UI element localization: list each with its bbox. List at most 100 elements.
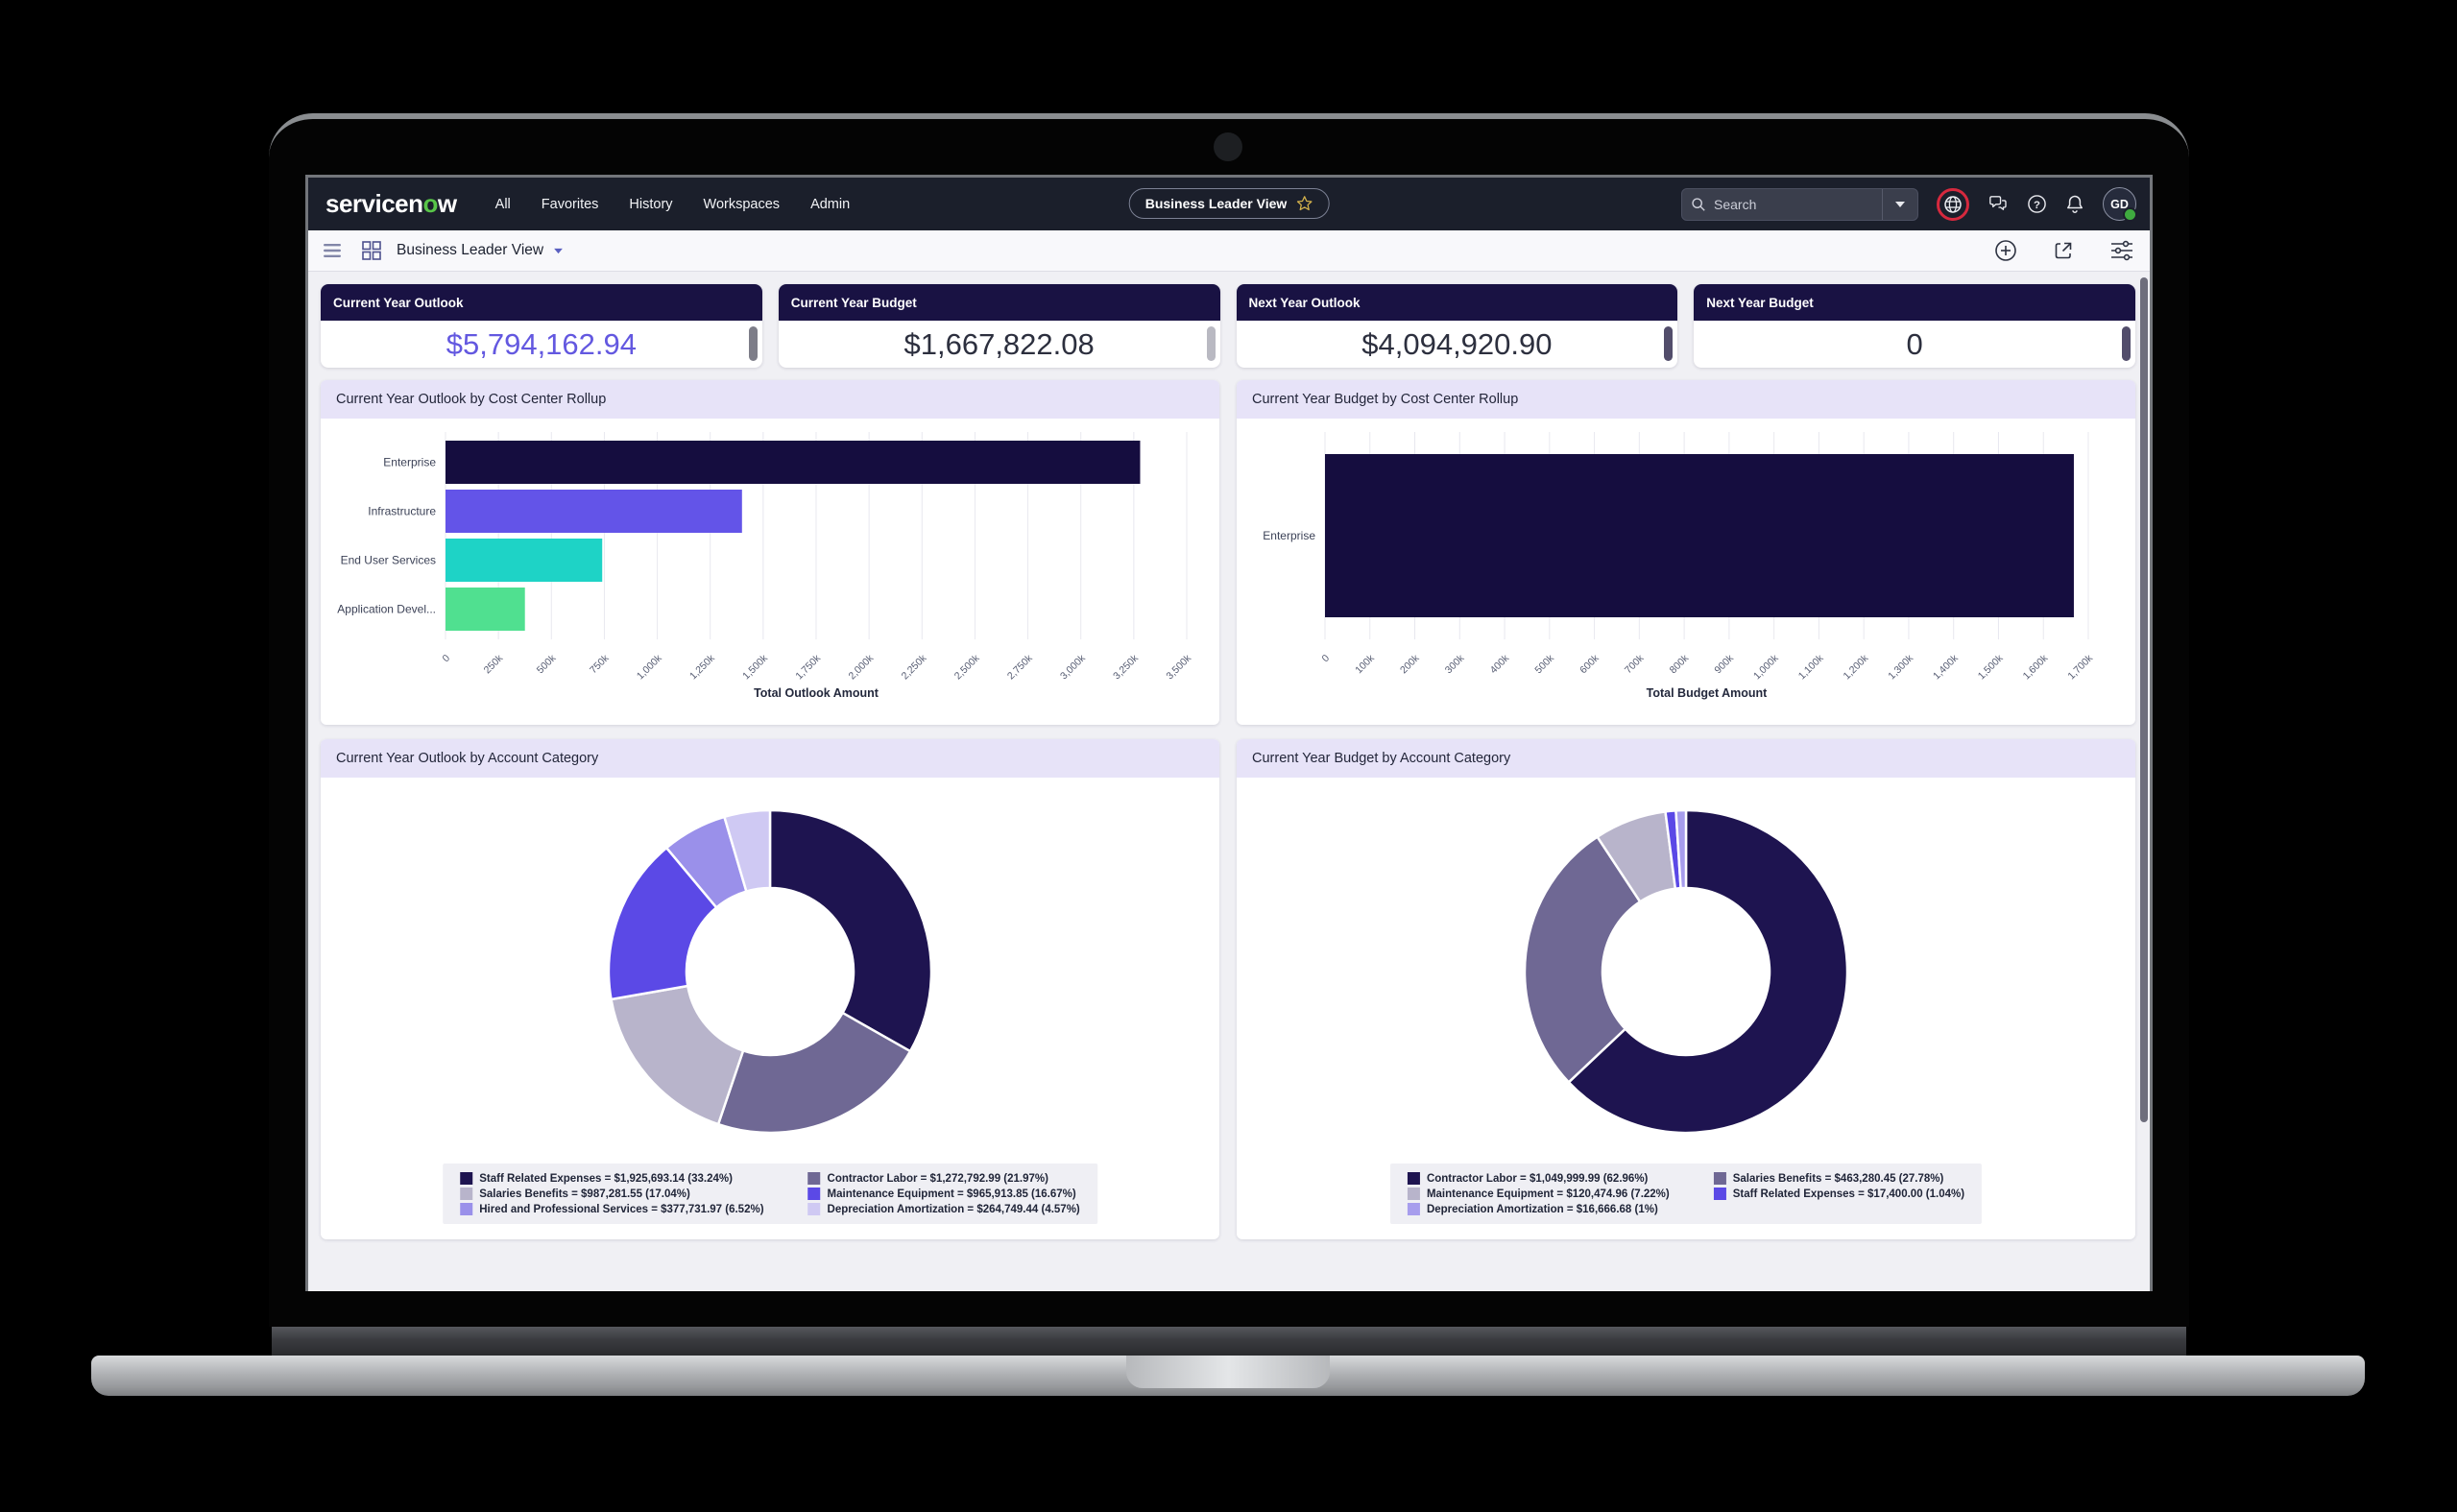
legend-label: Maintenance Equipment = $120,474.96 (7.2… bbox=[1426, 1188, 1670, 1200]
legend-item[interactable]: Maintenance Equipment = $965,913.85 (16.… bbox=[807, 1188, 1080, 1200]
svg-text:900k: 900k bbox=[1712, 652, 1736, 676]
donut-slice-depreciation-amortization[interactable] bbox=[1674, 808, 1688, 890]
legend-label: Contractor Labor = $1,049,999.99 (62.96%… bbox=[1426, 1172, 1649, 1185]
svg-text:400k: 400k bbox=[1488, 652, 1512, 676]
donut-chart-budget: Contractor Labor = $1,049,999.99 (62.96%… bbox=[1237, 778, 2135, 1239]
favorite-view-label: Business Leader View bbox=[1144, 196, 1288, 211]
svg-text:200k: 200k bbox=[1398, 652, 1422, 676]
svg-text:1,000k: 1,000k bbox=[635, 652, 664, 682]
nav-item-admin[interactable]: Admin bbox=[810, 196, 851, 212]
webcam-dot bbox=[1214, 132, 1242, 161]
dashboard-picker-caret-icon[interactable] bbox=[553, 248, 564, 254]
legend-item[interactable]: Contractor Labor = $1,049,999.99 (62.96%… bbox=[1407, 1172, 1670, 1185]
svg-text:750k: 750k bbox=[588, 652, 612, 676]
menu-icon[interactable] bbox=[324, 243, 343, 258]
kpi-title: Next Year Outlook bbox=[1248, 295, 1361, 310]
add-widget-icon[interactable] bbox=[1994, 239, 2017, 262]
donut-chart bbox=[1521, 806, 1851, 1141]
notifications-bell-icon[interactable] bbox=[2065, 194, 2084, 215]
donut-slice-contractor-labor[interactable] bbox=[1567, 808, 1849, 1135]
bar-application-devel-[interactable] bbox=[446, 588, 525, 631]
share-export-icon[interactable] bbox=[2052, 239, 2075, 262]
scrollbar-thumb[interactable] bbox=[1664, 326, 1674, 361]
filter-sliders-icon[interactable] bbox=[2109, 240, 2134, 261]
donut-slice-depreciation-amortization[interactable] bbox=[723, 808, 772, 893]
panel-budget-by-cost-center: Current Year Budget by Cost Center Rollu… bbox=[1237, 380, 2135, 725]
legend-swatch bbox=[1713, 1188, 1726, 1200]
svg-text:1,500k: 1,500k bbox=[1976, 652, 2006, 682]
search-input[interactable]: Search bbox=[1681, 187, 1918, 221]
legend-item[interactable]: Salaries Benefits = $463,280.45 (27.78%) bbox=[1713, 1172, 1964, 1185]
bar-end-user-services[interactable] bbox=[446, 539, 603, 582]
bar-chart-svg: 0 100k 200k 300k 400k 500k 600k 700k 800k 900k 1,0… bbox=[1263, 432, 2096, 700]
legend-item[interactable]: Hired and Professional Services = $377,7… bbox=[460, 1203, 764, 1215]
legend-item[interactable]: Salaries Benefits = $987,281.55 (17.04%) bbox=[460, 1188, 763, 1200]
svg-text:0: 0 bbox=[1320, 653, 1333, 665]
legend-label: Staff Related Expenses = $1,925,693.14 (… bbox=[479, 1172, 733, 1185]
donut-chart bbox=[605, 806, 935, 1141]
kpi-card-header: Current Year Outlook bbox=[321, 284, 762, 321]
dashboard-grid-icon[interactable] bbox=[362, 241, 381, 260]
legend-item[interactable]: Contractor Labor = $1,272,792.99 (21.97%… bbox=[807, 1172, 1080, 1185]
chat-icon[interactable] bbox=[1987, 195, 2009, 214]
legend-item[interactable]: Maintenance Equipment = $120,474.96 (7.2… bbox=[1407, 1188, 1670, 1200]
kpi-value: $5,794,162.94 bbox=[446, 326, 637, 361]
scrollbar-thumb[interactable] bbox=[748, 326, 758, 361]
legend-item[interactable]: Staff Related Expenses = $1,925,693.14 (… bbox=[460, 1172, 763, 1185]
bar-enterprise[interactable] bbox=[446, 441, 1141, 484]
legend-swatch bbox=[460, 1203, 473, 1215]
legend-item[interactable]: Depreciation Amortization = $264,749.44 … bbox=[807, 1203, 1080, 1215]
donut-slice-contractor-labor[interactable] bbox=[716, 1011, 912, 1135]
star-icon[interactable] bbox=[1295, 195, 1313, 212]
kpi-value: $4,094,920.90 bbox=[1361, 326, 1553, 361]
bar-category-label: Enterprise bbox=[383, 456, 436, 469]
nav-item-workspaces[interactable]: Workspaces bbox=[703, 196, 781, 212]
kpi-card: Next Year Outlook $4,094,920.90 bbox=[1236, 284, 1678, 368]
svg-text:600k: 600k bbox=[1578, 652, 1602, 676]
legend-item[interactable]: Depreciation Amortization = $16,666.68 (… bbox=[1407, 1203, 1670, 1215]
nav-item-history[interactable]: History bbox=[629, 196, 673, 212]
panel-title-bar: Current Year Outlook by Cost Center Roll… bbox=[321, 380, 1219, 419]
nav-item-all[interactable]: All bbox=[494, 196, 511, 212]
scrollbar-thumb[interactable] bbox=[2122, 326, 2131, 361]
legend-label: Depreciation Amortization = $16,666.68 (… bbox=[1426, 1203, 1658, 1215]
svg-text:1,200k: 1,200k bbox=[1842, 652, 1871, 682]
bar-chart-budget: 0 100k 200k 300k 400k 500k 600k 700k 800k 900k 1,0… bbox=[1237, 419, 2135, 725]
svg-text:1,250k: 1,250k bbox=[687, 652, 717, 682]
legend-item[interactable]: Staff Related Expenses = $17,400.00 (1.0… bbox=[1713, 1188, 1964, 1200]
chart-legend: Staff Related Expenses = $1,925,693.14 (… bbox=[443, 1164, 1097, 1224]
svg-text:1,700k: 1,700k bbox=[2065, 652, 2095, 682]
svg-text:300k: 300k bbox=[1443, 652, 1467, 676]
panel-title-bar: Current Year Budget by Account Category bbox=[1237, 739, 2135, 778]
search-scope-dropdown[interactable] bbox=[1882, 188, 1917, 220]
svg-text:1,750k: 1,750k bbox=[793, 652, 823, 682]
donut-slice-salaries-benefits[interactable] bbox=[1523, 835, 1642, 1084]
servicenow-logo[interactable]: servicenow bbox=[325, 189, 457, 218]
nav-item-favorites[interactable]: Favorites bbox=[541, 196, 599, 212]
bar-enterprise[interactable] bbox=[1325, 454, 2074, 617]
help-icon[interactable]: ? bbox=[2027, 194, 2047, 214]
dashboard-title: Business Leader View bbox=[397, 242, 544, 258]
legend-swatch bbox=[807, 1203, 821, 1215]
svg-text:100k: 100k bbox=[1353, 652, 1377, 676]
user-avatar[interactable]: GD bbox=[2103, 187, 2137, 222]
favorite-view-pill[interactable]: Business Leader View bbox=[1128, 188, 1330, 219]
legend-label: Hired and Professional Services = $377,7… bbox=[479, 1203, 764, 1215]
legend-swatch bbox=[1713, 1172, 1726, 1185]
panel-title: Current Year Outlook by Cost Center Roll… bbox=[336, 392, 607, 407]
bar-infrastructure[interactable] bbox=[446, 490, 742, 533]
svg-text:700k: 700k bbox=[1623, 652, 1647, 676]
legend-label: Salaries Benefits = $463,280.45 (27.78%) bbox=[1732, 1172, 1944, 1185]
donut-slice-staff-related-expenses[interactable] bbox=[768, 808, 933, 1053]
legend-label: Contractor Labor = $1,272,792.99 (21.97%… bbox=[827, 1172, 1048, 1185]
x-axis-title: Total Outlook Amount bbox=[754, 686, 879, 700]
kpi-title: Next Year Budget bbox=[1706, 295, 1814, 310]
donut-slice-maintenance-equipment[interactable] bbox=[607, 846, 718, 1001]
legend-label: Salaries Benefits = $987,281.55 (17.04%) bbox=[479, 1188, 690, 1200]
donut-slice-salaries-benefits[interactable] bbox=[610, 984, 745, 1126]
globe-icon[interactable] bbox=[1943, 195, 1963, 214]
page-scrollbar-thumb[interactable] bbox=[2140, 277, 2148, 1122]
bar-chart-svg: 0 250k 500k 750k 1,000k 1,250k 1,500k 1,750k 2,0… bbox=[337, 432, 1194, 700]
svg-text:3,000k: 3,000k bbox=[1058, 652, 1088, 682]
scrollbar-thumb[interactable] bbox=[1206, 326, 1216, 361]
